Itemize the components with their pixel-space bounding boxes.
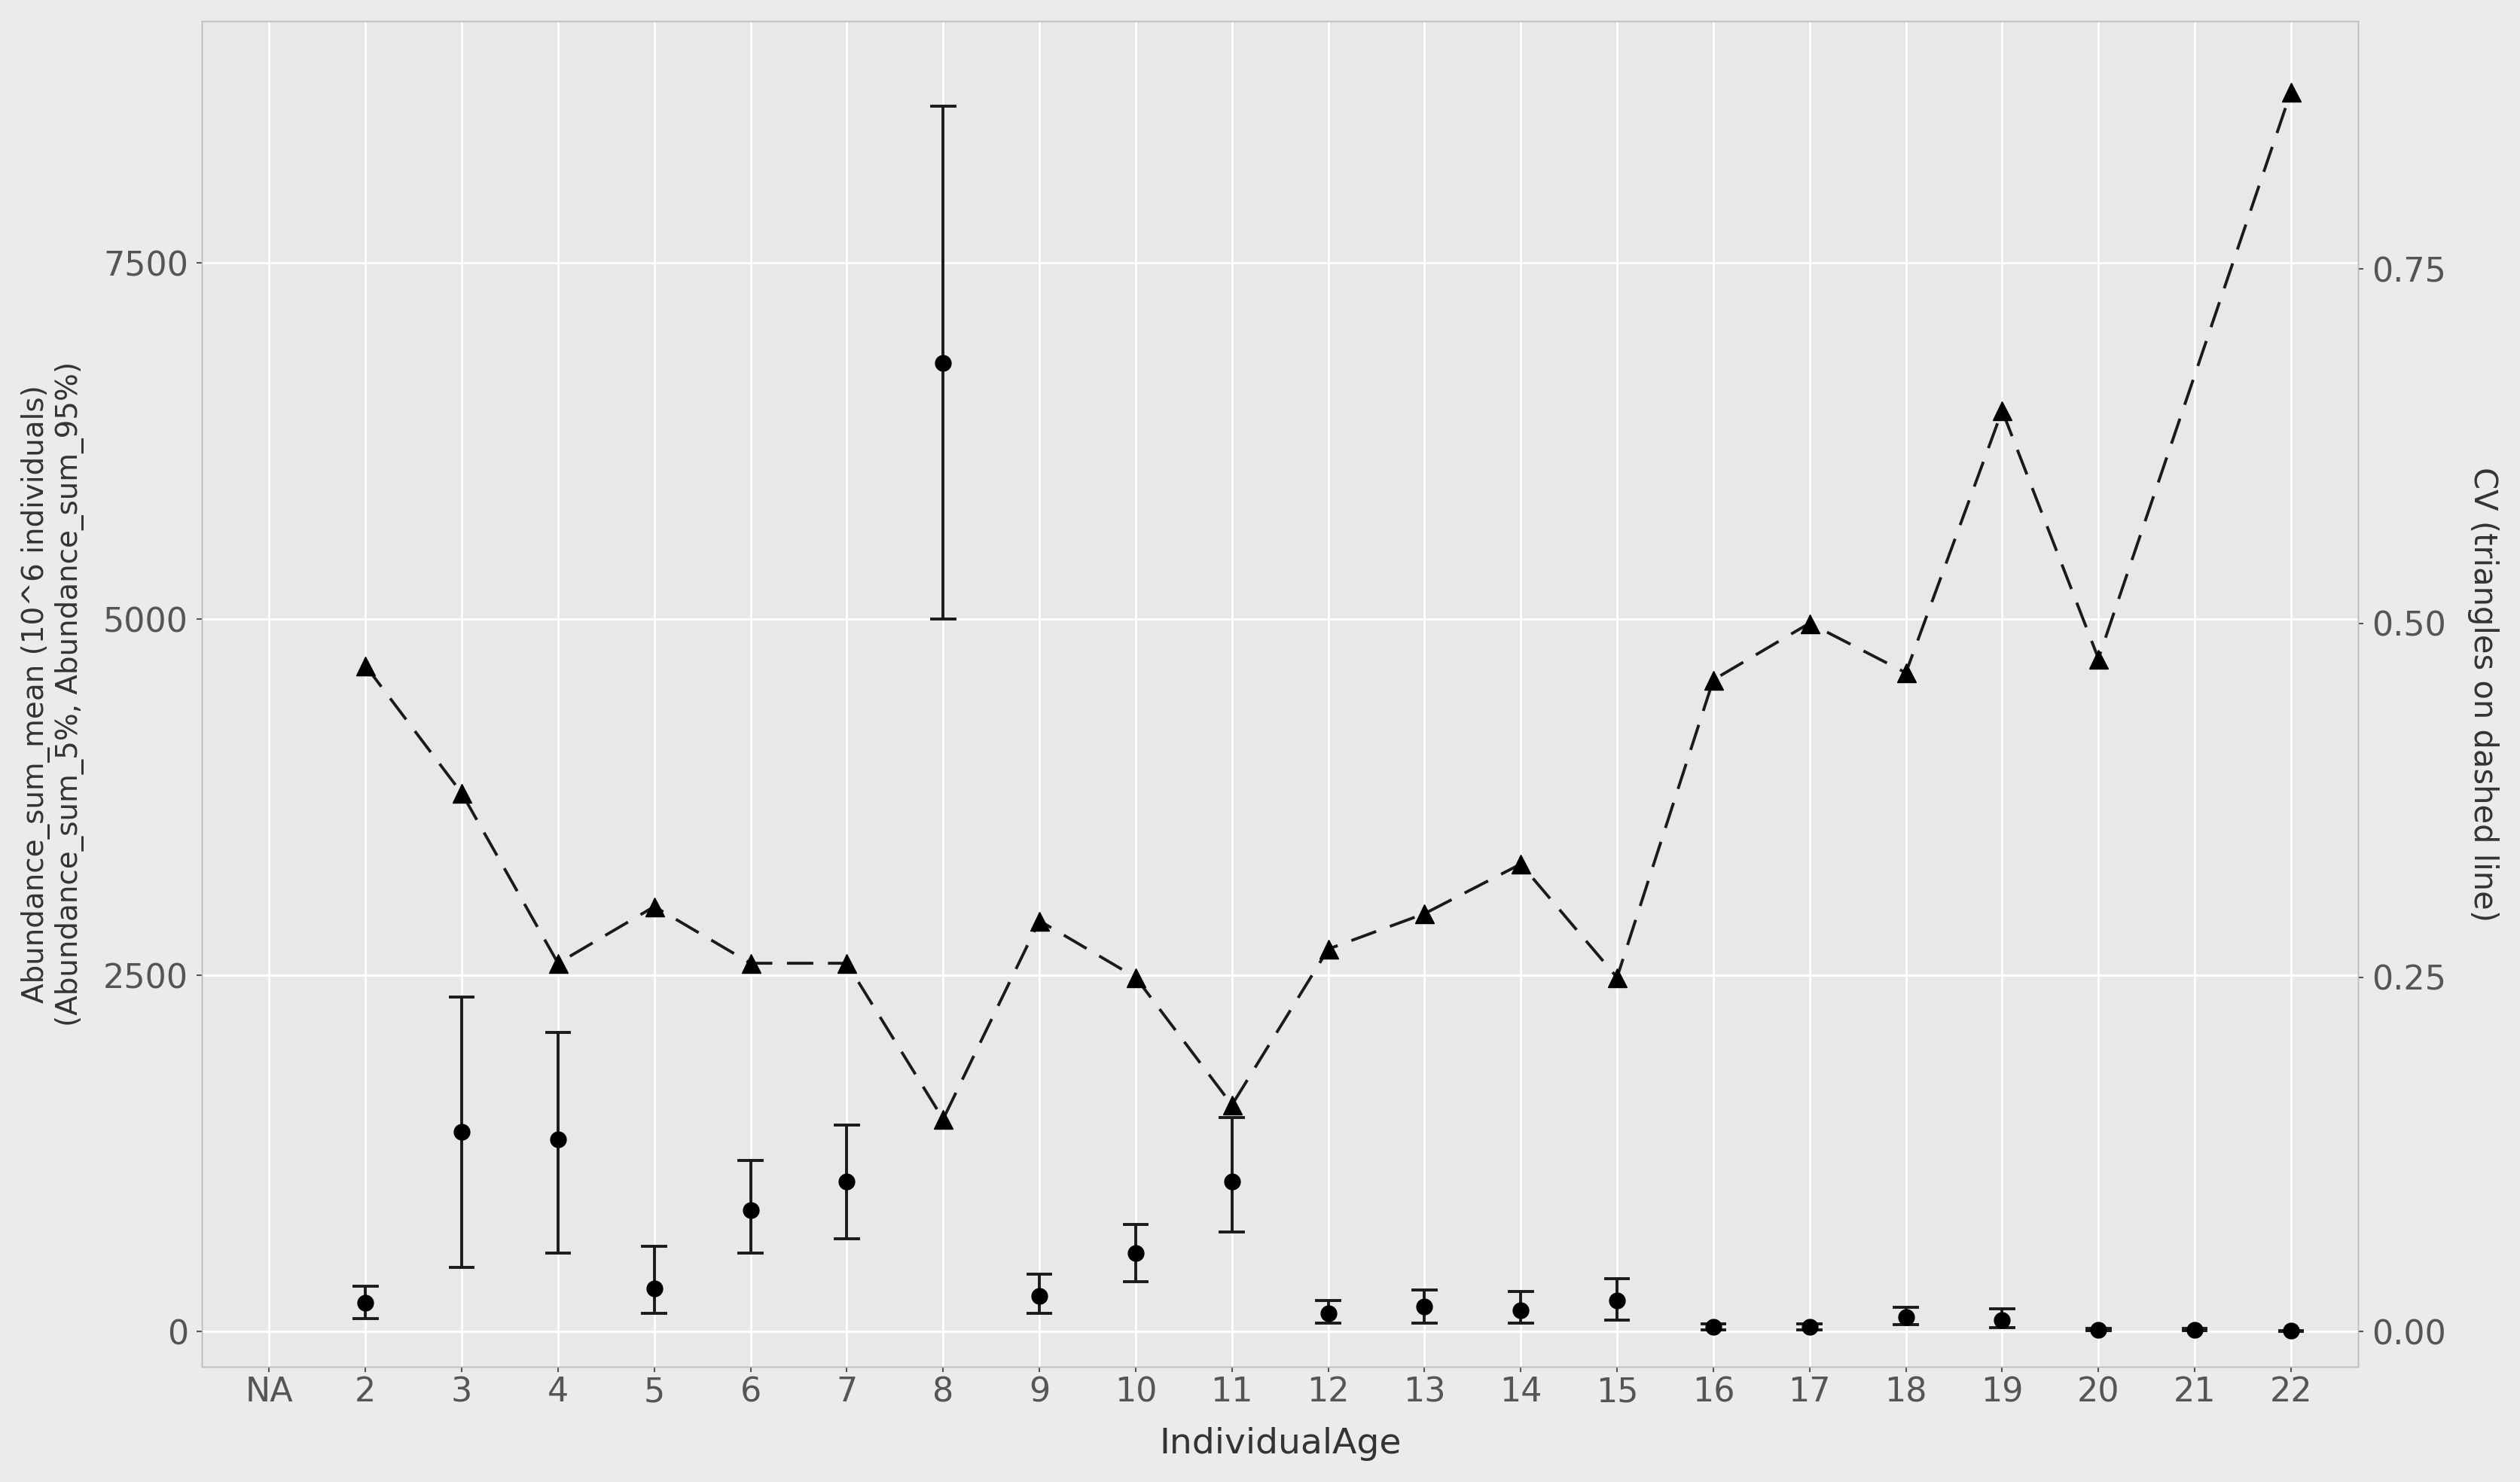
- X-axis label: IndividualAge: IndividualAge: [1159, 1427, 1401, 1461]
- Y-axis label: Abundance_sum_mean (10^6 individuals)
(Abundance_sum_5%, Abundance_sum_95%): Abundance_sum_mean (10^6 individuals) (A…: [20, 362, 83, 1027]
- Y-axis label: CV (triangles on dashed line): CV (triangles on dashed line): [2467, 467, 2500, 922]
